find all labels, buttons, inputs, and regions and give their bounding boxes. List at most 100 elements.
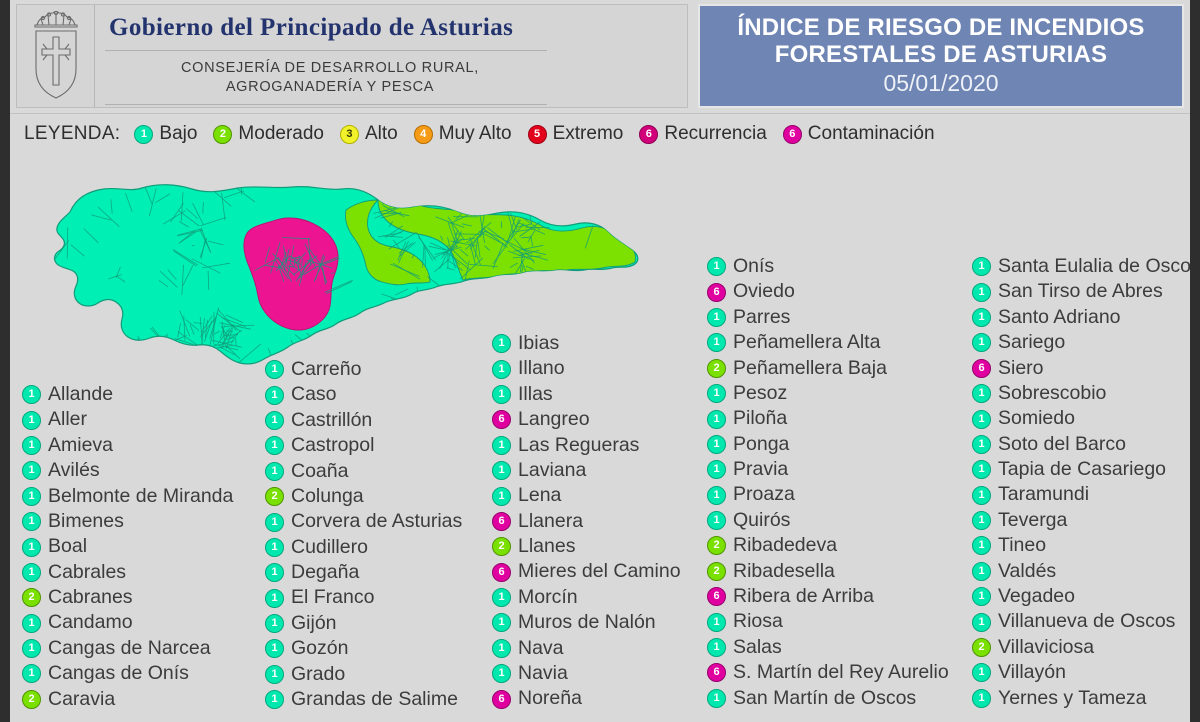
- municipality-name: Vegadeo: [998, 585, 1076, 608]
- risk-level-badge-icon: 1: [265, 588, 284, 608]
- map-border-segment: [428, 245, 446, 251]
- map-border-segment: [507, 250, 535, 261]
- map-border-segment: [516, 223, 531, 228]
- municipality-row: 1 Carreño: [265, 357, 462, 382]
- risk-level-badge-icon: 1: [265, 614, 284, 634]
- municipality-row: 2 Caravia: [22, 687, 233, 712]
- risk-level-badge-icon: 6: [492, 511, 511, 531]
- risk-level-badge-icon: 1: [972, 460, 991, 480]
- map-border-segment: [373, 207, 397, 214]
- map-border-segment: [418, 236, 436, 261]
- risk-level-badge-icon: 1: [707, 638, 726, 658]
- map-border-segment: [374, 206, 402, 219]
- map-border-segment: [193, 322, 203, 324]
- map-border-segment: [518, 249, 540, 257]
- map-border-segment: [451, 248, 468, 265]
- map-border-segment: [295, 252, 306, 264]
- municipality-column-5: 1 Santa Eulalia de Oscos 1 San Tirso de Abr…: [972, 254, 1190, 711]
- municipality-row: 1 Caso: [265, 382, 462, 407]
- municipality-row: 1 Amieva: [22, 433, 233, 458]
- map-border-segment: [167, 269, 177, 280]
- map-border-segment: [149, 188, 157, 217]
- municipality-name: S. Martín del Rey Aurelio: [733, 661, 949, 684]
- risk-level-badge-icon: 1: [22, 486, 41, 506]
- map-border-segment: [238, 343, 262, 364]
- municipality-name: Langreo: [518, 408, 590, 431]
- municipality-row: 1 Aller: [22, 407, 233, 432]
- map-border-segment: [235, 186, 256, 203]
- map-border-segment: [287, 245, 295, 276]
- map-border-segment: [447, 216, 465, 241]
- risk-level-badge-icon: 1: [265, 664, 284, 684]
- map-border-segment: [392, 262, 421, 280]
- municipality-row: 1 Cudillero: [265, 535, 462, 560]
- municipality-name: Avilés: [48, 459, 100, 482]
- map-border-segment: [173, 250, 197, 267]
- municipality-row: 1 Bimenes: [22, 509, 233, 534]
- municipality-row: 1 Castrillón: [265, 408, 462, 433]
- map-border-segment: [504, 240, 533, 255]
- municipality-name: Cabrales: [48, 560, 127, 583]
- municipality-name: Ibias: [518, 331, 560, 354]
- municipality-row: 6 S. Martín del Rey Aurelio: [707, 660, 949, 685]
- map-border-segment: [388, 232, 417, 250]
- risk-level-badge-icon: 2: [22, 689, 41, 709]
- municipality-name: Mieres del Camino: [518, 560, 681, 583]
- map-border-segment: [283, 245, 288, 265]
- municipality-name: Villaviciosa: [998, 635, 1095, 658]
- map-border-segment: [459, 249, 469, 257]
- map-border-segment: [461, 223, 472, 227]
- risk-level-badge-icon: 1: [265, 410, 284, 430]
- map-border-segment: [411, 254, 415, 259]
- risk-level-badge-icon: 1: [265, 639, 284, 659]
- municipality-row: 1 Tapia de Casariego: [972, 457, 1190, 482]
- map-border-segment: [322, 267, 326, 285]
- legend-item-contaminaci-n: 6 Contaminación: [782, 123, 935, 145]
- map-border-segment: [264, 264, 284, 269]
- risk-level-badge-icon: 1: [22, 435, 41, 455]
- municipality-name: Soto del Barco: [998, 432, 1126, 455]
- map-border-segment: [216, 312, 242, 333]
- map-border-segment: [200, 217, 227, 227]
- municipality-column-3: 1 Ibias 1 Illano 1 Illas 6 Langreo 1 Las Regueras…: [492, 331, 681, 712]
- legend-item-label: Muy Alto: [438, 123, 512, 144]
- risk-level-badge-icon: 1: [22, 562, 41, 582]
- map-border-segment: [276, 256, 290, 272]
- municipality-row: 1 Lena: [492, 483, 681, 508]
- legend-badge-icon: 6: [782, 124, 802, 144]
- map-border-segment: [584, 225, 594, 249]
- map-border-segment: [446, 251, 471, 271]
- municipality-row: 1 Villanueva de Oscos: [972, 609, 1190, 634]
- municipality-name: Illas: [518, 382, 553, 405]
- map-border-segment: [108, 274, 122, 280]
- map-border-segment: [324, 279, 354, 293]
- risk-level-badge-icon: 1: [972, 663, 991, 683]
- municipality-name: Ribera de Arriba: [733, 585, 874, 608]
- municipality-row: 1 San Tirso de Abres: [972, 279, 1190, 304]
- municipality-name: Riosa: [733, 610, 783, 633]
- risk-level-badge-icon: 1: [972, 384, 991, 404]
- risk-level-badge-icon: 1: [22, 461, 41, 481]
- map-border-segment: [424, 247, 426, 267]
- map-border-segment: [308, 238, 312, 266]
- municipality-row: 1 Somiedo: [972, 406, 1190, 431]
- municipality-row: 6 Ribera de Arriba: [707, 584, 949, 609]
- risk-level-badge-icon: 1: [22, 613, 41, 633]
- municipality-row: 1 Pesoz: [707, 381, 949, 406]
- risk-level-badge-icon: 1: [707, 612, 726, 632]
- map-border-segment: [434, 258, 451, 273]
- municipality-row: 2 Peñamellera Baja: [707, 356, 949, 381]
- risk-level-badge-icon: 1: [265, 461, 284, 481]
- municipality-row: 1 Peñamellera Alta: [707, 330, 949, 355]
- legend-item-label: Moderado: [238, 123, 324, 144]
- map-border-segment: [469, 237, 481, 266]
- map-border-segment: [178, 231, 196, 244]
- map-border-segment: [450, 240, 477, 247]
- municipality-row: 6 Noreña: [492, 686, 681, 711]
- municipality-name: Villayón: [998, 661, 1066, 684]
- municipality-name: Villanueva de Oscos: [998, 610, 1176, 633]
- map-border-segment: [392, 239, 400, 249]
- municipality-row: 1 Valdés: [972, 559, 1190, 584]
- municipality-name: San Tirso de Abres: [998, 280, 1163, 303]
- header: Gobierno del Principado de Asturias CONS…: [10, 0, 1190, 113]
